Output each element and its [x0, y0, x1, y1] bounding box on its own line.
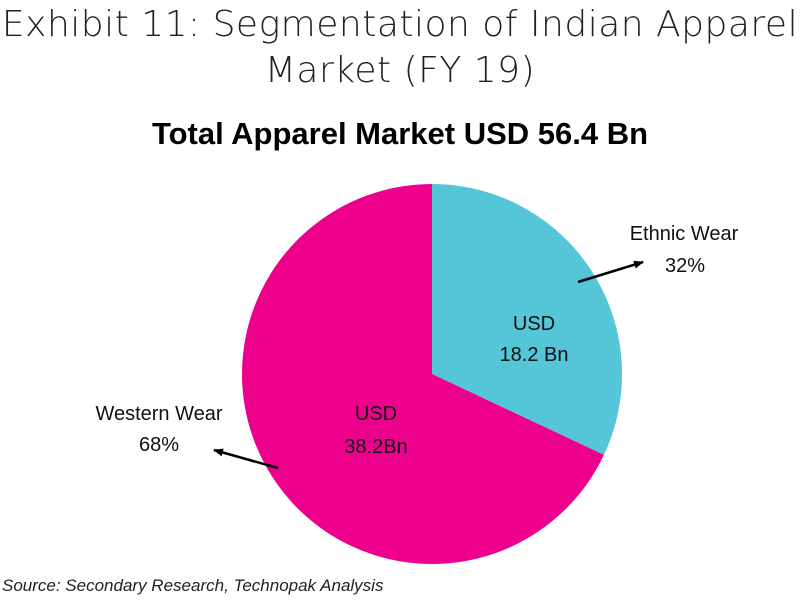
ethnic-arrow	[577, 260, 644, 284]
source-note: Source: Secondary Research, Technopak An…	[2, 576, 384, 595]
ethnic-inner-label-usd: USD	[513, 313, 555, 335]
chart-title: Total Apparel Market USD 56.4 Bn	[151, 116, 649, 151]
western-inner-label-value: 38.2Bn	[344, 436, 407, 458]
western-legend-name: Western Wear	[95, 403, 222, 425]
exhibit-title-line-2: Market (FY 19)	[264, 50, 536, 91]
pie-slice-western-wear	[242, 184, 604, 564]
ethnic-inner-label-value: 18.2 Bn	[500, 344, 569, 366]
western-arrow	[213, 448, 279, 470]
ethnic-legend-name: Ethnic Wear	[630, 223, 739, 245]
western-legend-percent: 68%	[139, 434, 179, 456]
pie-slice-ethnic-wear	[432, 184, 623, 455]
exhibit-title: Exhibit 11: Segmentation of Indian Appar…	[0, 2, 800, 94]
ethnic-legend-percent: 32%	[665, 255, 705, 277]
western-inner-label-usd: USD	[355, 403, 397, 425]
exhibit-title-line-1: Exhibit 11: Segmentation of Indian Appar…	[1, 4, 799, 45]
